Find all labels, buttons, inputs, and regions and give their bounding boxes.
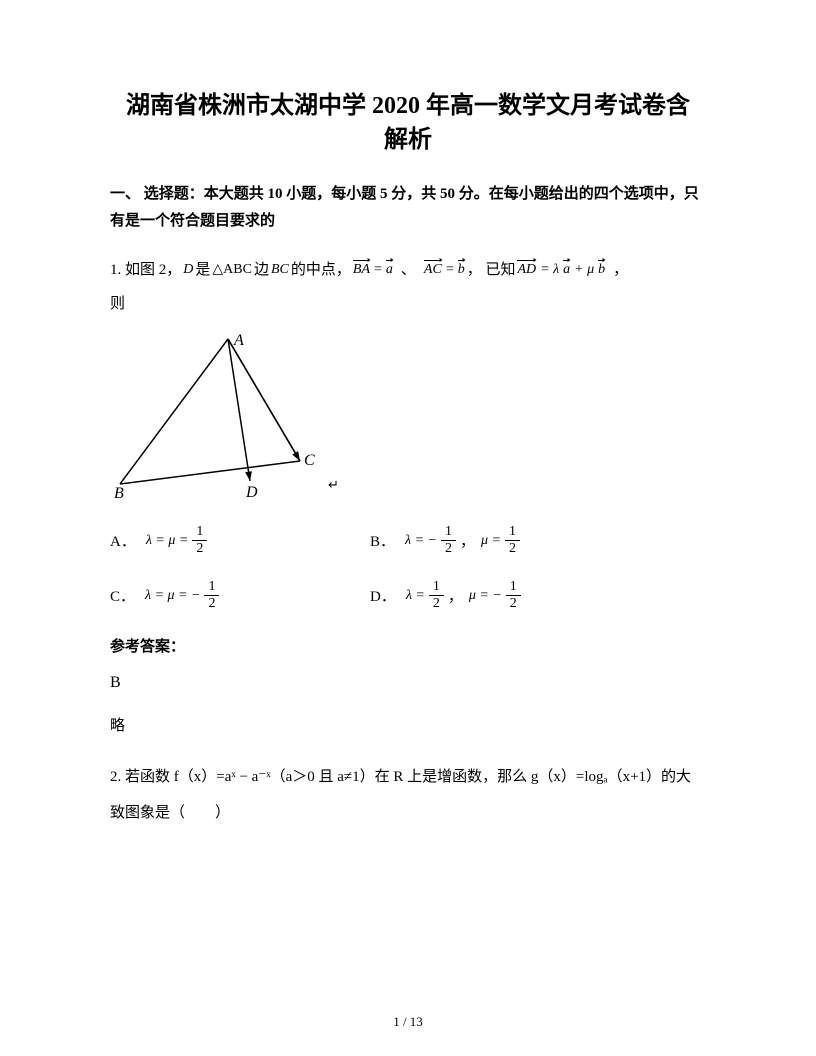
option-c: C． λ = μ = − 12 [110, 580, 370, 611]
answer-label: 参考答案： [110, 635, 706, 656]
section-heading: 一、 选择题：本大题共 10 小题，每小题 5 分，共 50 分。在每小题给出的… [110, 181, 706, 235]
answer-brief: 略 [110, 714, 706, 735]
option-b: B． λ = − 12 ， μ = 12 [370, 525, 630, 556]
svg-text:B: B [114, 485, 124, 499]
title-line1: 湖南省株洲市太湖中学 2020 年高一数学文月考试卷含 [126, 93, 690, 119]
triangle-figure: A B C D ↵ [110, 329, 706, 499]
question-1: 1. 如图 2， D 是 △ABC 边 BC 的中点， BA = a 、 AC … [110, 255, 706, 285]
option-a: A． λ = μ = 12 [110, 525, 370, 556]
svg-text:A: A [233, 332, 244, 349]
svg-text:↵: ↵ [328, 477, 339, 492]
answer-value: B [110, 674, 706, 692]
svg-text:D: D [245, 484, 258, 499]
page-number: 1 / 13 [0, 1014, 816, 1030]
answer-options: A． λ = μ = 12 B． λ = − 12 ， μ = 12 C． λ … [110, 525, 706, 611]
title-line2: 解析 [384, 127, 432, 153]
question-2: 2. 若函数 f（x）=aˣ − a⁻ˣ（a＞0 且 a≠1）在 R 上是增函数… [110, 759, 706, 831]
svg-text:C: C [304, 452, 315, 469]
question-1-then: 则 [110, 289, 706, 319]
option-d: D． λ = 12 ， μ = − 12 [370, 580, 630, 611]
